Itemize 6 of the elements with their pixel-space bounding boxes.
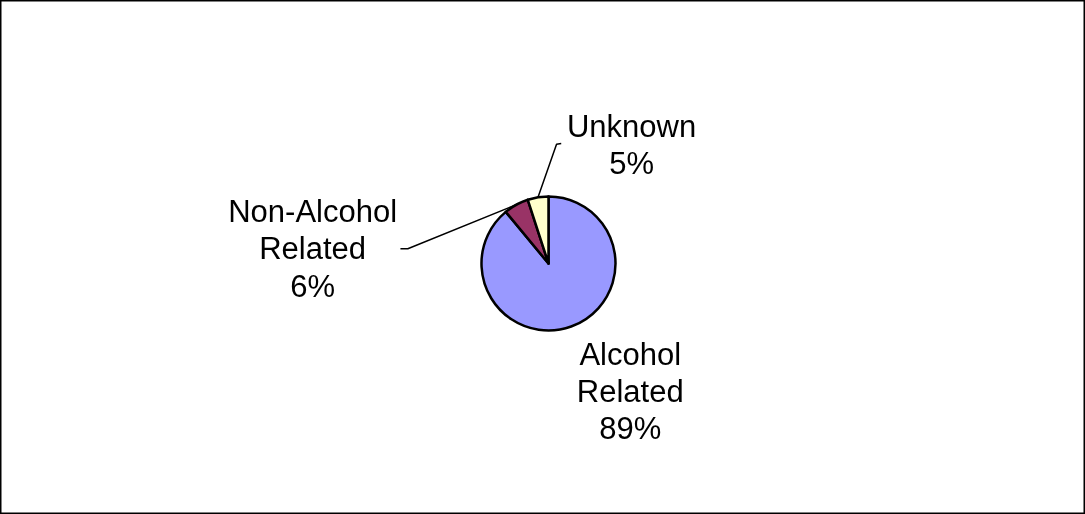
slice-label: Non-Alcohol Related (228, 193, 398, 267)
slice-label: Alcohol Related (576, 336, 684, 409)
data-label: 6% (290, 268, 336, 304)
slice-label: Unknown (566, 108, 697, 144)
data-label: 5% (609, 146, 654, 182)
data-label: 89% (599, 411, 662, 447)
